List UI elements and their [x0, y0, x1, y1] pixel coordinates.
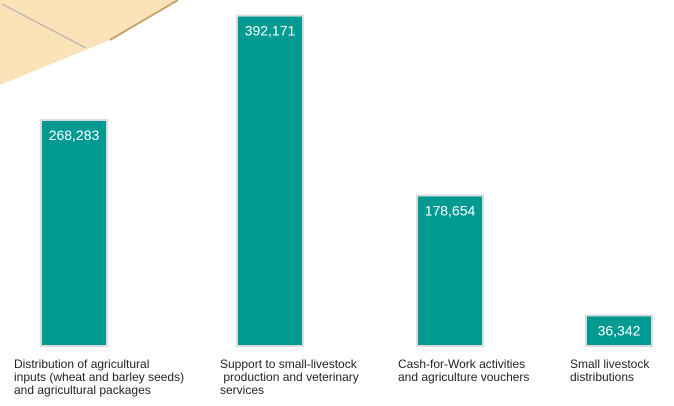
corner-ribbon-edge: [109, 0, 179, 41]
category-label-line: Small livestock: [570, 357, 650, 371]
data-label-2: 392,171: [245, 23, 296, 39]
corner-ribbon-line: [1, 3, 87, 49]
data-label-1: 268,283: [49, 127, 100, 143]
category-label-line: production and veterinary: [220, 370, 359, 384]
category-label-line: inputs (wheat and barley seeds): [14, 370, 185, 384]
category-label-line: and agricultural packages: [14, 383, 151, 397]
category-label-line: services: [220, 383, 265, 397]
data-label-3: 178,654: [425, 202, 476, 218]
category-label-3: Cash-for-Work activities and agriculture …: [398, 358, 529, 384]
bar-4: [585, 314, 653, 348]
category-label-2: Support to small-livestock production an…: [220, 358, 359, 397]
category-label-1: Distribution of agricultural inputs (whea…: [14, 358, 184, 397]
data-label-4: 36,342: [598, 322, 641, 338]
category-label-line: and agriculture vouchers: [398, 370, 530, 384]
bar-series: 268,283 392,171 178,654 36,342: [40, 14, 653, 348]
corner-ribbon: [0, 0, 178, 85]
category-label-line: Cash-for-Work activities: [398, 357, 526, 371]
corner-decoration: [0, 0, 179, 85]
bar-2: [236, 14, 304, 347]
category-label-line: distributions: [570, 370, 635, 384]
category-label-line: Support to small-livestock: [220, 357, 357, 371]
category-label-4: Small livestock distributions: [570, 358, 649, 384]
bar-1: [40, 118, 108, 347]
bar-3: [416, 194, 484, 347]
category-label-line: Distribution of agricultural: [14, 357, 150, 371]
